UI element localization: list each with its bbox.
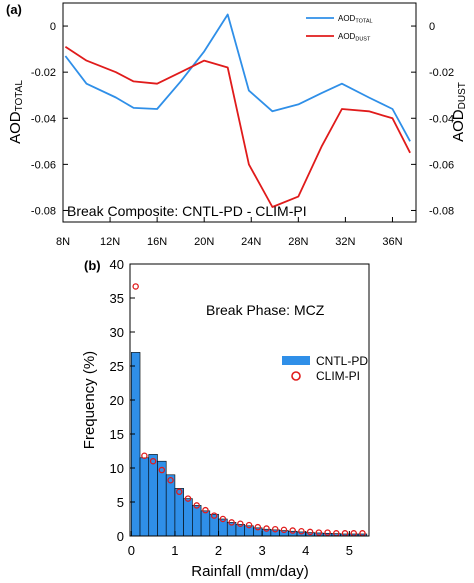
a-y-tick-label-right: -0.08 [429, 205, 454, 217]
panel-a-frame [62, 2, 417, 223]
panel-a-annotation: Break Composite: CNTL-PD - CLIM-PI [67, 203, 307, 219]
a-x-tick-label: 16N [147, 236, 167, 248]
histogram-bar [270, 529, 280, 537]
b-y-tick-label: 10 [110, 461, 124, 476]
clim-pi-point [324, 529, 331, 536]
a-x-tick-label: 36N [382, 236, 402, 248]
clim-pi-point [298, 527, 305, 535]
histogram-bar [279, 530, 289, 537]
panel-a-y-ticks: 0 0 -0.02 -0.02 -0.04 -0.04 -0.06 -0.06 -0.08 -0.… [31, 21, 454, 217]
panel-b-legend: CNTL-PD CLIM-PI [282, 354, 368, 383]
legend-cntl-pd-swatch [282, 356, 310, 365]
a-y-tick-label-left: -0.04 [31, 113, 56, 125]
clim-pi-point [132, 283, 139, 290]
clim-pi-point [228, 519, 235, 526]
b-x-tick-label: 3 [259, 543, 266, 558]
a-y-tick-label-right: 0 [429, 21, 435, 33]
b-y-tick-label: 20 [110, 393, 124, 408]
panel-b-label: (b) [84, 258, 101, 273]
clim-pi-point [254, 523, 262, 531]
panel-b-x-ticks: 0 1 2 3 4 5 [128, 531, 353, 558]
legend-clim-pi-label: CLIM-PI [316, 369, 360, 383]
clim-pi-point [193, 502, 200, 509]
b-x-tick-label: 4 [302, 543, 309, 558]
b-y-tick-label: 40 [110, 257, 124, 272]
legend-dust-label: AODDUST [338, 32, 371, 43]
a-x-tick-label: 28N [288, 236, 308, 248]
clim-pi-point [306, 528, 314, 536]
clim-pi-point [184, 495, 192, 502]
a-y-tick-label-left: -0.06 [31, 159, 56, 171]
panel-a-ylabel-right: AODDUST [450, 82, 468, 142]
series-line-dust [64, 46, 411, 208]
b-y-tick-label: 35 [110, 291, 124, 306]
clim-pi-point [271, 525, 279, 533]
clim-pi-point [263, 525, 270, 532]
clim-pi-point [158, 466, 166, 474]
a-y-tick-label-right: -0.06 [429, 159, 454, 171]
clim-pi-point [280, 526, 288, 534]
panel-a-lines [64, 13, 411, 208]
panel-b: (b) 0 1 2 3 4 5 0 5 10 15 20 25 30 35 40 Break Phase:… [81, 257, 370, 580]
histogram-bar [200, 510, 211, 537]
b-x-tick-label: 2 [215, 543, 222, 558]
panel-a-legend: AODTOTAL AODDUST [306, 14, 373, 43]
panel-b-xlabel: Rainfall (mm/day) [191, 563, 309, 580]
b-x-tick-label: 5 [346, 543, 353, 558]
histogram-bar [209, 513, 219, 537]
a-x-tick-label: 12N [100, 236, 120, 248]
clim-pi-point [210, 512, 218, 519]
a-x-tick-label: 32N [335, 236, 355, 248]
clim-pi-point [289, 527, 296, 534]
a-x-tick-label: 20N [194, 236, 214, 248]
a-x-tick-label: 8N [56, 236, 70, 248]
series-line-total [64, 13, 411, 142]
histogram-bar [139, 457, 150, 537]
histogram-bar [192, 505, 202, 537]
panel-b-y-ticks: 0 5 10 15 20 25 30 35 40 [110, 257, 135, 544]
clim-pi-point [315, 529, 323, 536]
legend-cntl-pd-label: CNTL-PD [316, 354, 368, 368]
clim-pi-point [219, 515, 227, 523]
b-y-tick-label: 15 [110, 427, 124, 442]
clim-pi-point [176, 488, 183, 496]
histogram-bar [148, 454, 158, 537]
legend-clim-pi-swatch [291, 371, 301, 381]
clim-pi-point [149, 457, 157, 465]
histogram-bar [131, 352, 141, 537]
legend-total-label: AODTOTAL [338, 14, 373, 25]
panel-b-circles [132, 283, 366, 537]
panel-a-ylabel-left: AODTOTAL [7, 80, 25, 144]
a-y-tick-label-right: -0.02 [429, 67, 454, 79]
clim-pi-point [202, 506, 209, 514]
panel-a-x-ticks: 8N 12N 16N 20N 24N 28N 32N 36N [56, 217, 403, 248]
b-y-tick-label: 30 [110, 325, 124, 340]
panel-a-label: (a) [6, 2, 22, 17]
histogram-bar [253, 527, 263, 537]
histogram-bar [165, 474, 176, 537]
b-y-tick-label: 25 [110, 359, 124, 374]
b-y-tick-label: 5 [117, 495, 124, 510]
a-y-tick-label-left: 0 [50, 21, 56, 33]
clim-pi-point [167, 476, 174, 484]
b-x-tick-label: 0 [128, 543, 135, 558]
a-y-tick-label-left: -0.02 [31, 67, 56, 79]
panel-b-annotation: Break Phase: MCZ [206, 302, 325, 318]
clim-pi-point [237, 520, 244, 528]
a-y-tick-label-left: -0.08 [31, 205, 56, 217]
histogram-bar [261, 528, 272, 537]
histogram-bar [183, 498, 193, 537]
b-y-tick-label: 0 [117, 529, 124, 544]
a-x-tick-label: 24N [241, 236, 261, 248]
histogram-bar [174, 488, 184, 537]
clim-pi-point [141, 452, 148, 460]
a-y-tick-label-right: -0.04 [429, 113, 454, 125]
b-x-tick-label: 1 [171, 543, 178, 558]
panel-a: (a) 8N 12N 16N 20N 24N 28N 32N 36N 0 0 -0.02 -0.02… [6, 2, 468, 248]
panel-b-ylabel: Frequency (%) [81, 351, 98, 449]
clim-pi-point [245, 521, 253, 529]
